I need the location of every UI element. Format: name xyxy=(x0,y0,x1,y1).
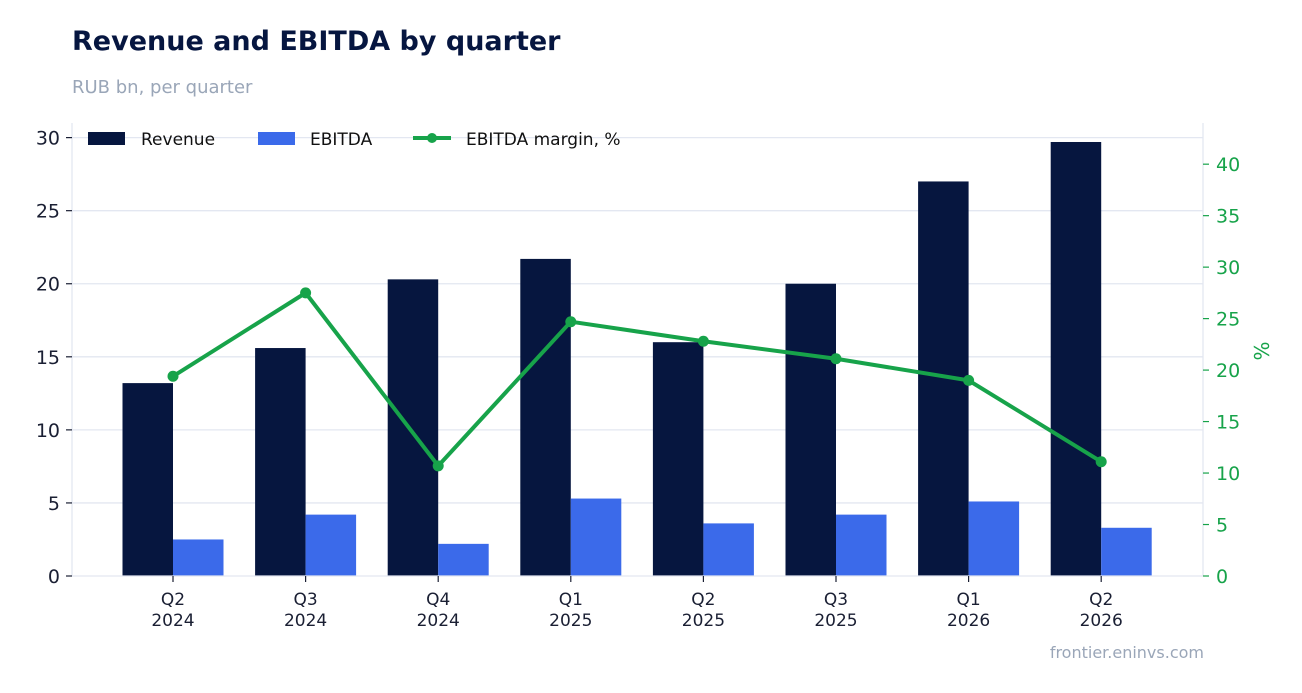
legend-swatch-revenue xyxy=(88,132,125,145)
bar-revenue xyxy=(387,279,439,576)
x-axis-tick-label-quarter: Q1 xyxy=(559,590,583,610)
left-axis-tick-label: 25 xyxy=(36,201,60,223)
x-axis-tick-label-quarter: Q2 xyxy=(1089,590,1113,610)
right-axis-tick-label: 30 xyxy=(1216,257,1240,279)
margin-line-layer xyxy=(167,287,1107,472)
legend-label-margin: EBITDA margin, % xyxy=(466,130,621,150)
x-axis-tick-label-quarter: Q3 xyxy=(293,590,317,610)
legend-label-revenue: Revenue xyxy=(141,130,215,150)
bars-layer xyxy=(122,141,1152,577)
right-axis-label: % xyxy=(1250,341,1274,360)
left-axis-tick-label: 20 xyxy=(36,274,60,296)
right-axis-tick-label: 10 xyxy=(1216,463,1240,485)
right-axis-tick-label: 0 xyxy=(1216,566,1228,588)
right-axis-tick-label: 40 xyxy=(1216,154,1240,176)
margin-line xyxy=(171,290,1103,468)
bar-ebitda xyxy=(968,501,1020,576)
x-axis-tick-label-quarter: Q1 xyxy=(956,590,980,610)
x-axis-tick-label-quarter: Q3 xyxy=(824,590,848,610)
bar-ebitda xyxy=(570,498,622,576)
bar-revenue xyxy=(1050,141,1102,577)
chart-title: Revenue and EBITDA by quarter xyxy=(72,26,561,57)
chart-subtitle: RUB bn, per quarter xyxy=(72,77,253,98)
right-axis-tick-label: 35 xyxy=(1216,206,1240,228)
bar-ebitda xyxy=(173,539,224,576)
x-axis-tick-label-year: 2025 xyxy=(682,611,725,631)
left-axis-tick-label: 5 xyxy=(48,493,60,515)
right-axis-tick-label: 5 xyxy=(1216,515,1228,537)
bar-revenue xyxy=(785,283,836,576)
margin-point xyxy=(565,316,577,328)
legend: Revenue EBITDA EBITDA margin, % xyxy=(88,130,621,150)
x-axis-tick-label-quarter: Q4 xyxy=(426,590,450,610)
x-axis-tick-label-year: 2026 xyxy=(1080,611,1123,631)
margin-point xyxy=(697,335,709,347)
bar-ebitda xyxy=(438,543,489,576)
right-axis-tick-label: 15 xyxy=(1216,412,1240,434)
margin-point xyxy=(963,374,975,386)
bar-ebitda xyxy=(305,514,357,576)
left-axis-tick-label: 15 xyxy=(36,347,60,369)
bar-revenue xyxy=(520,258,571,576)
x-axis-tick-label-year: 2024 xyxy=(151,611,194,631)
legend-swatch-ebitda xyxy=(258,132,295,145)
left-axis-tick-label: 30 xyxy=(36,128,60,150)
bar-ebitda xyxy=(1101,527,1152,576)
source-credit: frontier.eninvs.com xyxy=(1049,643,1204,662)
bar-revenue xyxy=(122,383,173,576)
x-axis-tick-label-year: 2026 xyxy=(947,611,990,631)
axes-layer: 0510152025300510152025303540%Q22024Q3202… xyxy=(36,123,1274,631)
margin-point xyxy=(1095,456,1107,468)
x-axis-tick-label-year: 2024 xyxy=(417,611,460,631)
x-axis-tick-label-year: 2025 xyxy=(549,611,592,631)
gridlines xyxy=(72,136,1203,504)
right-axis-tick-label: 20 xyxy=(1216,360,1240,382)
x-axis-tick-label-quarter: Q2 xyxy=(161,590,185,610)
bar-revenue xyxy=(652,342,704,576)
legend-label-ebitda: EBITDA xyxy=(310,130,373,150)
margin-point xyxy=(167,370,179,382)
x-axis-tick-label-year: 2025 xyxy=(814,611,857,631)
margin-point xyxy=(432,460,444,472)
left-axis-tick-label: 10 xyxy=(36,420,60,442)
bar-ebitda xyxy=(703,523,754,576)
bar-revenue xyxy=(255,348,306,576)
left-axis-tick-label: 0 xyxy=(48,566,60,588)
x-axis-tick-label-quarter: Q2 xyxy=(691,590,715,610)
bar-ebitda xyxy=(836,514,887,576)
margin-point xyxy=(300,287,312,299)
margin-point xyxy=(830,353,842,365)
legend-swatch-margin-point xyxy=(427,133,437,143)
right-axis-tick-label: 25 xyxy=(1216,309,1240,331)
x-axis-tick-label-year: 2024 xyxy=(284,611,327,631)
